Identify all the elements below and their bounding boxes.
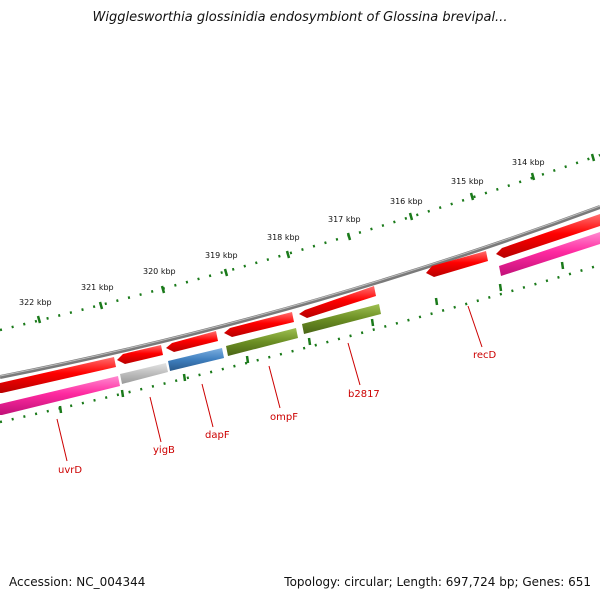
ruler-label: 315 kbp xyxy=(451,177,484,186)
gene-arrow[interactable] xyxy=(0,357,116,393)
outer-ruler-major-ticks xyxy=(36,153,596,324)
gene-uvrD[interactable] xyxy=(0,376,120,415)
ruler-label: 316 kbp xyxy=(390,197,423,206)
forward-genes xyxy=(0,214,600,393)
ruler-label: 314 kbp xyxy=(512,158,545,167)
gene-arrow[interactable] xyxy=(426,251,488,277)
gene-label-b2817: b2817 xyxy=(348,389,380,400)
gene-arrow[interactable] xyxy=(496,214,600,258)
ruler-label: 322 kbp xyxy=(19,298,52,307)
inner-ruler-major-ticks xyxy=(58,261,565,414)
gene-arrow[interactable] xyxy=(117,345,163,364)
gene-label-dapF: dapF xyxy=(205,430,230,441)
ruler-label: 319 kbp xyxy=(205,251,238,260)
genome-stats-text: Topology: circular; Length: 697,724 bp; … xyxy=(284,575,591,589)
gene-arrow[interactable] xyxy=(224,312,294,337)
reverse-genes xyxy=(0,232,600,415)
gene-b2817[interactable] xyxy=(302,304,381,334)
gene-arrow[interactable] xyxy=(499,232,600,276)
map-title: Wigglesworthia glossinidia endosymbiont … xyxy=(92,10,508,25)
ruler-label: 320 kbp xyxy=(143,267,176,276)
label-leaders xyxy=(56,305,483,462)
gene-arrow[interactable] xyxy=(299,286,376,318)
ruler-label: 318 kbp xyxy=(267,233,300,242)
accession-text: Accession: NC_004344 xyxy=(9,575,146,589)
ruler-label: 321 kbp xyxy=(81,283,114,292)
gene-label-yigB: yigB xyxy=(153,445,175,456)
gene-arrow[interactable] xyxy=(166,331,218,352)
genome-backbone xyxy=(0,205,600,379)
gene-dapF[interactable] xyxy=(168,348,224,371)
gene-label-ompF: ompF xyxy=(270,412,298,423)
gene-yigB[interactable] xyxy=(120,363,168,384)
gene-ompF[interactable] xyxy=(226,328,298,356)
gene-label-uvrD: uvrD xyxy=(58,465,82,476)
gene-label-recD: recD xyxy=(473,350,497,361)
ruler-label: 317 kbp xyxy=(328,215,361,224)
